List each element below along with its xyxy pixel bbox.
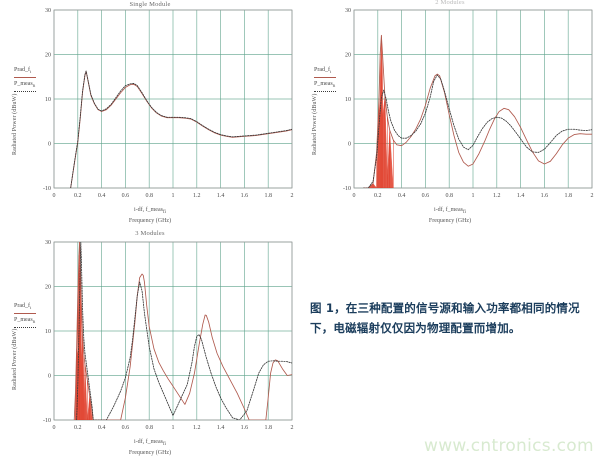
svg-text:2: 2 [591, 193, 594, 199]
svg-text:20: 20 [345, 53, 351, 59]
legend-series2-swatch [14, 327, 36, 329]
svg-text:-10: -10 [43, 186, 51, 192]
chart-single-module: Single Module Radiated Power (dBuW) Prad… [0, 0, 300, 235]
svg-text:10: 10 [345, 97, 351, 103]
svg-text:2: 2 [291, 193, 294, 199]
legend-series1-label: Prad_fi [14, 67, 32, 75]
chart-3-title: 3 Modules [135, 230, 165, 237]
svg-text:0.6: 0.6 [422, 193, 430, 199]
svg-text:-10: -10 [43, 418, 51, 424]
svg-text:-10: -10 [343, 186, 351, 192]
legend-series2-swatch [14, 91, 36, 93]
chart-1-xlabel: i-df, f_measfi Frequency (GHz) [20, 206, 280, 225]
svg-text:1: 1 [472, 193, 475, 199]
svg-text:1.6: 1.6 [241, 193, 249, 199]
svg-text:1: 1 [172, 425, 175, 431]
svg-text:0.2: 0.2 [74, 425, 82, 431]
chart-3-xlabel-line1: i-df, f_measfi [133, 439, 167, 448]
svg-text:0.6: 0.6 [122, 425, 129, 431]
svg-text:0.4: 0.4 [98, 193, 106, 199]
chart-2-modules: 2 Modules Radiated Power (dBuW) Prad_fi … [300, 0, 600, 235]
svg-text:0: 0 [353, 193, 356, 199]
svg-text:0.2: 0.2 [374, 193, 382, 199]
svg-text:0.8: 0.8 [445, 193, 453, 199]
svg-text:1.6: 1.6 [541, 193, 549, 199]
legend-series1-label: Prad_fi [14, 303, 32, 311]
chart-3-modules: 3 Modules Radiated Power (dBuW) Prad_fi … [0, 210, 300, 465]
chart-2-xlabel-line2: Frequency (GHz) [428, 218, 472, 225]
svg-text:1.6: 1.6 [241, 425, 249, 431]
chart-1-ylabel: Radiated Power (dBuW) [12, 93, 18, 155]
svg-text:20: 20 [45, 53, 51, 59]
chart-2-xlabel: i-df, f_measfi Frequency (GHz) [320, 206, 580, 225]
svg-text:0.6: 0.6 [122, 193, 129, 199]
svg-text:0.2: 0.2 [74, 193, 82, 199]
svg-text:30: 30 [45, 240, 51, 246]
svg-text:1.4: 1.4 [217, 193, 225, 199]
svg-text:0.4: 0.4 [398, 193, 406, 199]
chart-3-legend: Prad_fi P_measfi [14, 302, 36, 330]
svg-text:10: 10 [45, 97, 51, 103]
chart-1-xlabel-line1: i-df, f_measfi [133, 207, 167, 216]
chart-3-xlabel: i-df, f_measfi Frequency (GHz) [20, 438, 280, 457]
chart-3-ylabel: Radiated Power (dBuW) [12, 328, 18, 390]
chart-2-ylabel: Radiated Power (dBuW) [312, 93, 318, 155]
chart-2-legend: Prad_fi P_measfi [314, 66, 336, 94]
chart-1-xlabel-line2: Frequency (GHz) [128, 218, 172, 225]
chart-1-title: Single Module [129, 1, 171, 8]
svg-text:1.2: 1.2 [193, 193, 201, 199]
svg-text:0.8: 0.8 [145, 425, 153, 431]
chart-2-xlabel-line1: i-df, f_measfi [433, 207, 467, 216]
svg-text:0: 0 [48, 374, 51, 380]
svg-text:0.4: 0.4 [98, 425, 106, 431]
svg-text:0: 0 [48, 142, 51, 148]
legend-series1-swatch [14, 313, 36, 315]
figure-caption: 图 1，在三种配置的信号源和输入功率都相同的情况下，电磁辐射仅仅因为物理配置而增… [310, 301, 580, 335]
chart-1-legend: Prad_fi P_measfi [14, 66, 36, 94]
legend-series1-swatch [14, 77, 36, 79]
chart-2-title: 2 Modules [435, 0, 465, 6]
svg-text:1.4: 1.4 [517, 193, 525, 199]
svg-text:30: 30 [45, 8, 51, 14]
legend-series2-swatch [314, 91, 336, 93]
svg-text:2: 2 [291, 425, 294, 431]
legend-series2-label: P_measfi [14, 81, 36, 89]
svg-text:1.8: 1.8 [264, 193, 272, 199]
chart-3-xlabel-line2: Frequency (GHz) [128, 450, 172, 457]
svg-text:30: 30 [345, 8, 351, 14]
svg-text:10: 10 [45, 329, 51, 335]
legend-series1-swatch [314, 77, 336, 79]
svg-text:0.8: 0.8 [145, 193, 153, 199]
svg-text:1.4: 1.4 [217, 425, 225, 431]
svg-text:1.8: 1.8 [564, 193, 572, 199]
svg-text:0: 0 [53, 193, 56, 199]
legend-series2-label: P_measfi [14, 317, 36, 325]
svg-text:0: 0 [348, 142, 351, 148]
site-watermark: www.cntronics.com [424, 436, 594, 456]
svg-text:1.2: 1.2 [493, 193, 501, 199]
svg-text:1.2: 1.2 [193, 425, 201, 431]
legend-series2-label: P_measfi [314, 81, 336, 89]
svg-text:0: 0 [53, 425, 56, 431]
svg-text:1: 1 [172, 193, 175, 199]
svg-text:20: 20 [45, 285, 51, 291]
legend-series1-label: Prad_fi [314, 67, 332, 75]
svg-text:1.8: 1.8 [264, 425, 272, 431]
